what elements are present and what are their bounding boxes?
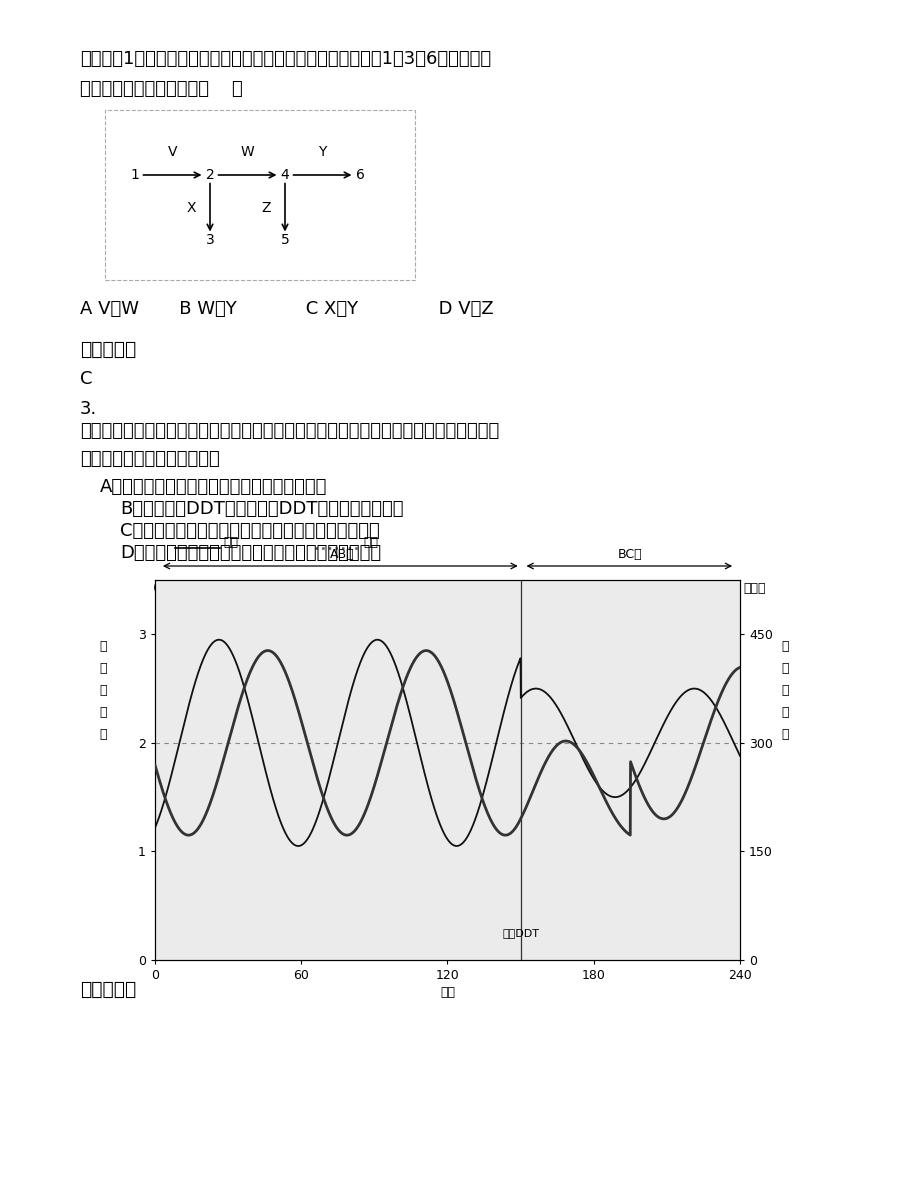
Text: 信息分析，下列叙述正确的是: 信息分析，下列叙述正确的是: [80, 450, 220, 468]
Text: 虫: 虫: [99, 662, 107, 675]
Text: 3: 3: [206, 233, 214, 247]
Text: 蜍: 蜍: [780, 662, 788, 675]
Text: 喷洒DDT: 喷洒DDT: [502, 928, 539, 939]
Text: 数: 数: [99, 706, 107, 719]
Text: 的: 的: [780, 684, 788, 697]
Text: 数: 数: [780, 706, 788, 719]
Text: A V、W       B W、Y            C X、Y              D V、Z: A V、W B W、Y C X、Y D V、Z: [80, 300, 494, 318]
Text: B．长期喷洒DDT，蟾蜍体内DDT浓度往往高于蜈虫: B．长期喷洒DDT，蟾蜍体内DDT浓度往往高于蜈虫: [119, 500, 403, 518]
Text: C．蟾蜍种群数量的波动主要受食物等内源性因素调节: C．蟾蜍种群数量的波动主要受食物等内源性因素调节: [119, 522, 380, 540]
Text: (千个): (千个): [153, 582, 177, 596]
Text: X: X: [187, 200, 196, 214]
Text: 3.: 3.: [80, 400, 97, 418]
Text: 6: 6: [355, 168, 364, 182]
Text: 在某一生态系统中，蜈虫、蟾蜍（以蜈虫为食）的种群数量如下图所示，结合图中所给的: 在某一生态系统中，蜈虫、蟾蜍（以蜈虫为食）的种群数量如下图所示，结合图中所给的: [80, 422, 499, 439]
Text: 参考答案：: 参考答案：: [80, 339, 136, 358]
Text: W: W: [241, 145, 254, 160]
Text: C: C: [80, 370, 93, 388]
X-axis label: 天数: 天数: [439, 986, 455, 999]
FancyBboxPatch shape: [105, 110, 414, 280]
Text: 2: 2: [206, 168, 214, 182]
Text: 蟾蜍: 蟾蜍: [363, 536, 378, 549]
Text: 4: 4: [280, 168, 289, 182]
Text: D．种群数量周期性波动体现了生态系统的正反馈调节: D．种群数量周期性波动体现了生态系统的正反馈调节: [119, 544, 380, 562]
Text: 5: 5: [280, 233, 289, 247]
Text: 有氨基酸1就能生长，而细菌的变异种只有在培养基中有氨基酸1、3、6时才能生长: 有氨基酸1就能生长，而细菌的变异种只有在培养基中有氨基酸1、3、6时才能生长: [80, 50, 491, 68]
Text: （个）: （个）: [743, 582, 765, 596]
Text: 的: 的: [99, 684, 107, 697]
Text: 蜈虫: 蜈虫: [222, 536, 238, 549]
Text: 蜈: 蜈: [99, 640, 107, 653]
Text: Y: Y: [318, 145, 326, 160]
Text: V: V: [167, 145, 177, 160]
Text: BC段: BC段: [617, 548, 641, 561]
Text: 参考答案：: 参考答案：: [80, 980, 136, 999]
Text: 1: 1: [130, 168, 140, 182]
Text: A．与蜈虫、蟾蜍有关的食物链具有两个营养级: A．与蜈虫、蟾蜍有关的食物链具有两个营养级: [100, 478, 327, 495]
Text: Z: Z: [261, 200, 271, 214]
Text: AB段: AB段: [329, 548, 354, 561]
Text: 量: 量: [780, 728, 788, 741]
Text: 。变异种中不存在的酶是（    ）: 。变异种中不存在的酶是（ ）: [80, 80, 243, 98]
Text: 量: 量: [99, 728, 107, 741]
Text: 蟾: 蟾: [780, 640, 788, 653]
